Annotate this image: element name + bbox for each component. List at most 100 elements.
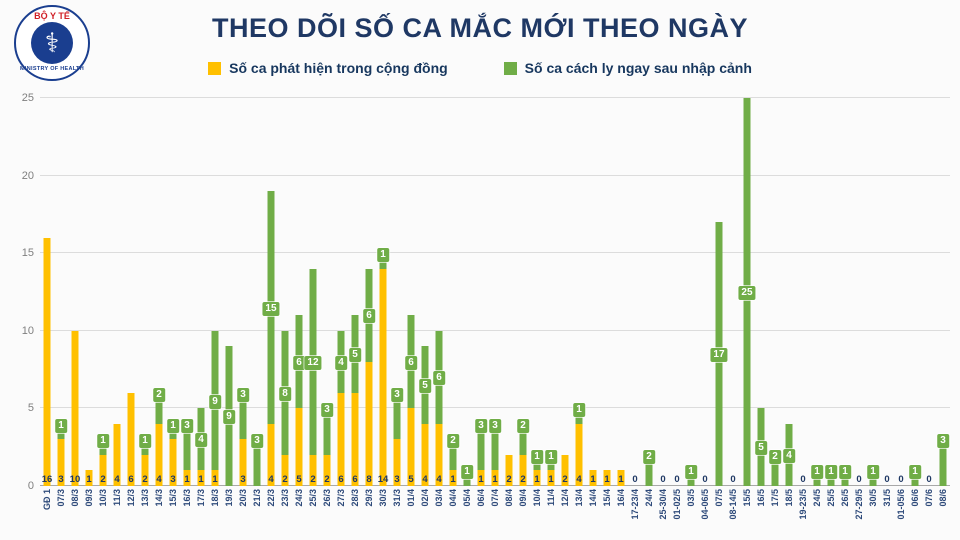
community-value-label: 6 bbox=[128, 474, 134, 485]
community-bar-segment bbox=[589, 470, 597, 486]
stacked-bar bbox=[911, 98, 919, 486]
chart-column: 5 6 28/3 bbox=[348, 98, 362, 507]
imported-bar-segment bbox=[183, 423, 191, 471]
legend-label-imported: Số ca cách ly ngay sau nhập cảnh bbox=[524, 60, 752, 76]
imported-value-label: 3 bbox=[237, 387, 249, 402]
community-bar-segment bbox=[57, 439, 65, 486]
x-axis-tick-label: 15/4 bbox=[601, 489, 612, 507]
community-value-label: 1 bbox=[618, 474, 624, 485]
community-value-label: 3 bbox=[240, 474, 246, 485]
chart-column: 9 19/3 bbox=[222, 98, 236, 507]
stacked-bar bbox=[225, 98, 233, 486]
community-bar-segment bbox=[547, 470, 555, 486]
community-value-label: 1 bbox=[604, 474, 610, 485]
community-bar-segment bbox=[71, 330, 79, 486]
chart-column: 1 26/5 bbox=[838, 98, 852, 507]
community-value-label: 1 bbox=[184, 474, 190, 485]
imported-value-label: 5 bbox=[419, 379, 431, 394]
stacked-bar bbox=[855, 98, 862, 486]
logo-top-text: BỘ Y TẾ bbox=[34, 11, 70, 21]
x-axis-tick-label: 23/3 bbox=[279, 489, 290, 507]
imported-value-label: 12 bbox=[304, 355, 322, 370]
stacked-bar bbox=[183, 98, 191, 486]
chart-column: 1 4 13/4 bbox=[572, 98, 586, 507]
community-value-label: 16 bbox=[41, 474, 53, 485]
chart-column: 1 24/5 bbox=[810, 98, 824, 507]
community-bar-segment bbox=[617, 470, 625, 486]
community-value-label: 1 bbox=[590, 474, 596, 485]
community-bar-segment bbox=[169, 439, 177, 486]
x-axis-tick-label: 30/3 bbox=[377, 489, 388, 507]
community-value-label: 0 bbox=[730, 474, 736, 485]
imported-value-label: 17 bbox=[710, 348, 728, 363]
legend-item-community: Số ca phát hiện trong cộng đồng bbox=[208, 60, 448, 76]
stacked-bar bbox=[589, 98, 597, 486]
stacked-bar bbox=[379, 98, 387, 486]
imported-bar-segment bbox=[155, 392, 163, 424]
community-bar-segment bbox=[295, 408, 303, 486]
x-axis-tick-label: 24/4 bbox=[643, 489, 654, 507]
stacked-bar bbox=[729, 98, 736, 486]
community-bar-segment bbox=[421, 423, 429, 486]
gridline bbox=[40, 407, 950, 409]
x-axis-tick-label: 27-29/5 bbox=[853, 489, 864, 520]
gridline bbox=[40, 97, 950, 98]
x-axis-tick-label: 12/3 bbox=[125, 489, 136, 507]
community-value-label: 5 bbox=[408, 474, 414, 485]
x-axis-tick-label: 15/5 bbox=[741, 489, 752, 507]
imported-value-label: 9 bbox=[223, 410, 235, 425]
community-value-label: 4 bbox=[268, 474, 274, 485]
stacked-bar bbox=[869, 98, 877, 486]
imported-value-label: 1 bbox=[461, 465, 473, 480]
x-axis-tick-label: 17/3 bbox=[195, 489, 206, 507]
imported-value-label: 1 bbox=[573, 403, 585, 418]
chart-column: 4 18/5 bbox=[782, 98, 796, 507]
x-axis-tick-label: 24/3 bbox=[293, 489, 304, 507]
chart-title: THEO DÕI SỐ CA MẮC MỚI THEO NGÀY bbox=[211, 13, 749, 43]
stacked-bar bbox=[113, 98, 121, 486]
chart-column: 0 25-30/4 bbox=[656, 98, 670, 520]
chart-column: 6 12/3 bbox=[124, 98, 138, 507]
community-value-label: 3 bbox=[394, 474, 400, 485]
x-axis-tick-label: 25/3 bbox=[307, 489, 318, 507]
chart-column: 8 2 23/3 bbox=[278, 98, 292, 507]
community-value-label: 1 bbox=[548, 474, 554, 485]
imported-value-label: 3 bbox=[321, 403, 333, 418]
imported-bar-segment bbox=[323, 408, 331, 455]
y-axis-tick-label: 10 bbox=[21, 324, 34, 337]
imported-value-label: 1 bbox=[867, 465, 879, 480]
stacked-bar bbox=[323, 98, 331, 486]
stacked-bar bbox=[407, 98, 415, 486]
gridline bbox=[40, 174, 950, 176]
stacked-bar bbox=[687, 98, 695, 486]
stacked-bar bbox=[813, 98, 821, 486]
imported-bar-segment bbox=[239, 392, 247, 440]
community-value-label: 4 bbox=[436, 474, 442, 485]
chart-column: 0 01-02/5 bbox=[670, 98, 684, 520]
chart-column: 2 2 09/4 bbox=[516, 98, 530, 507]
gridline bbox=[40, 252, 950, 254]
community-value-label: 2 bbox=[324, 474, 330, 485]
stacked-bar bbox=[253, 98, 261, 486]
x-axis-tick-label: 22/3 bbox=[265, 489, 276, 507]
imported-value-label: 4 bbox=[195, 433, 207, 448]
chart-column: 3 3 20/3 bbox=[236, 98, 250, 507]
imported-value-label: 6 bbox=[363, 309, 375, 324]
x-axis-tick-label: 31/3 bbox=[391, 489, 402, 507]
chart-column: 1 03/5 bbox=[684, 98, 698, 507]
chart-column: 0 07/6 bbox=[922, 98, 936, 507]
stacked-bar bbox=[785, 98, 793, 486]
x-axis-tick-label: 08/3 bbox=[69, 489, 80, 507]
community-value-label: 1 bbox=[86, 474, 92, 485]
stacked-bar bbox=[771, 98, 779, 486]
imported-value-label: 3 bbox=[475, 418, 487, 433]
community-bar-segment bbox=[127, 392, 135, 486]
community-value-label: 2 bbox=[100, 474, 106, 485]
imported-value-label: 25 bbox=[738, 286, 756, 300]
community-value-label: 1 bbox=[492, 474, 498, 485]
imported-bar-segment bbox=[477, 423, 485, 471]
x-axis-tick-label: 04/4 bbox=[447, 489, 458, 507]
community-value-label: 3 bbox=[58, 474, 64, 485]
chart-legend: Số ca phát hiện trong cộng đồng Số ca cá… bbox=[0, 52, 960, 84]
